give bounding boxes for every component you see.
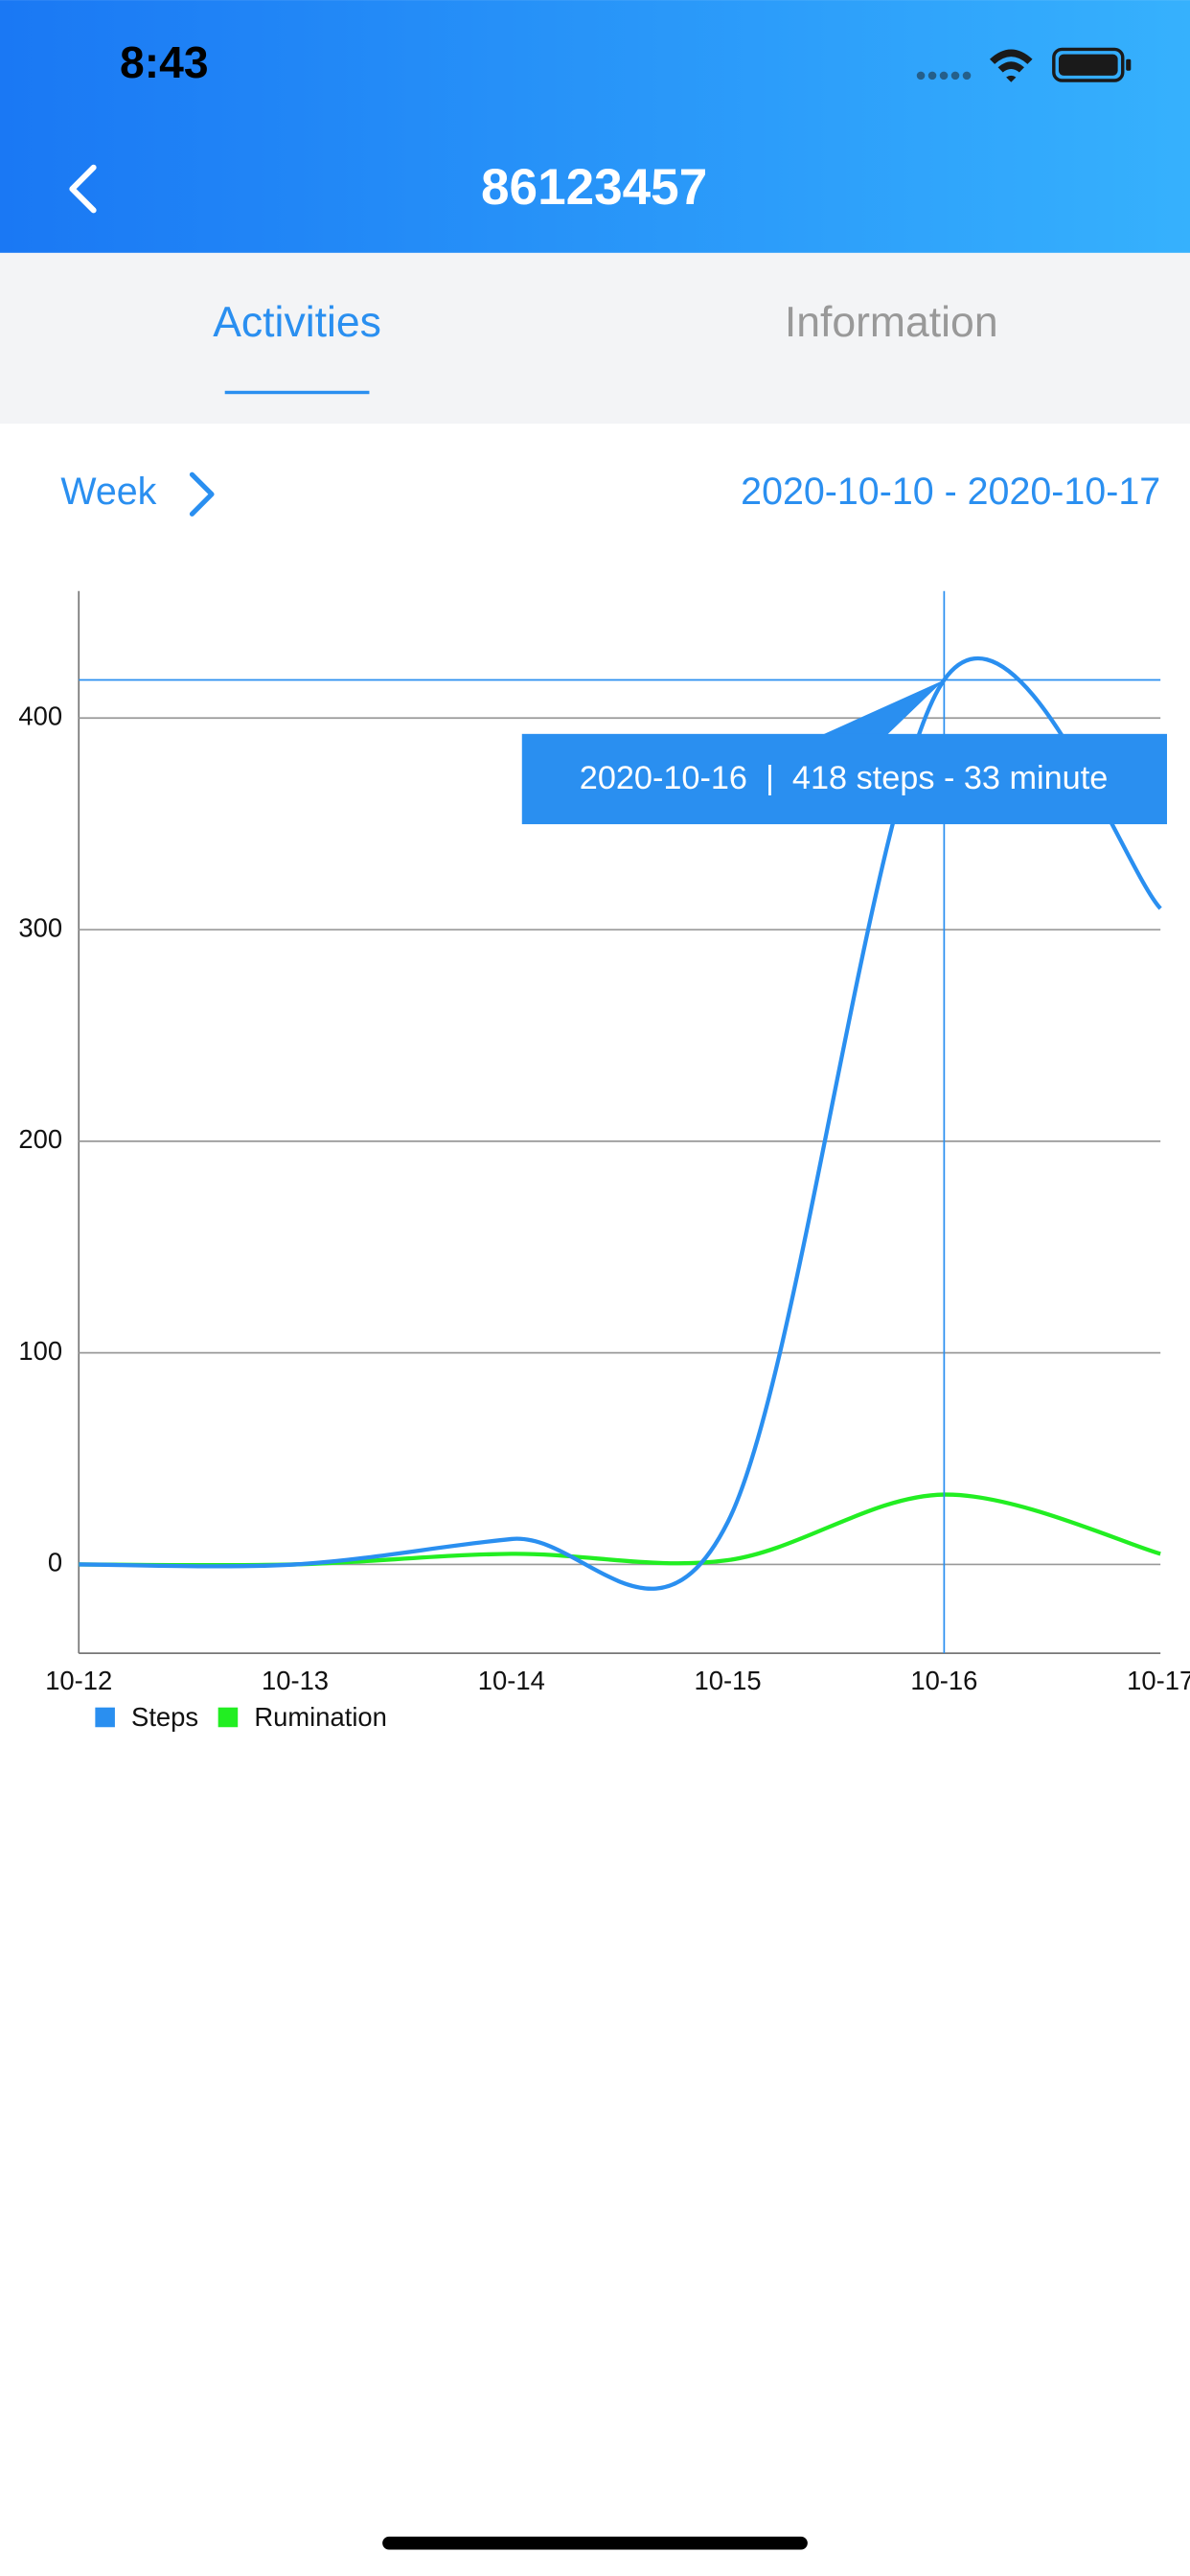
x-tick-label: 10-12: [45, 1666, 112, 1695]
tab-indicator: [224, 390, 370, 395]
tooltip-text: 2020-10-16 | 418 steps - 33 minute: [580, 760, 1109, 796]
status-time: 8:43: [120, 37, 209, 87]
tab-bar: [0, 252, 1190, 425]
legend-swatch: [217, 1707, 239, 1728]
period-selector[interactable]: Week: [60, 471, 156, 513]
y-tick-label: 0: [48, 1548, 62, 1577]
y-tick-label: 400: [18, 701, 62, 730]
x-tick-label: 10-17: [1127, 1666, 1190, 1695]
tab[interactable]: Information: [785, 299, 998, 346]
y-tick-label: 100: [18, 1336, 62, 1366]
period-arrow[interactable]: [189, 472, 215, 517]
y-tick-label: 200: [18, 1124, 62, 1154]
tab[interactable]: Activities: [213, 299, 381, 346]
x-tick-label: 10-14: [478, 1666, 545, 1695]
chart: 0 100 200 300 400 10-12 10-13 10-14 10-15 10-16 10…: [18, 590, 1190, 1732]
series-line: [79, 1492, 1161, 1568]
y-tick-label: 300: [18, 912, 62, 942]
x-tick-label: 10-15: [695, 1666, 762, 1695]
home-indicator: [382, 2536, 808, 2550]
x-tick-label: 10-13: [262, 1666, 329, 1695]
x-tick-label: 10-16: [910, 1666, 977, 1695]
legend-label: Steps: [131, 1702, 198, 1732]
back-button[interactable]: [69, 164, 97, 214]
tooltip: [521, 733, 1168, 825]
legend-swatch: [95, 1707, 115, 1728]
header-title: 86123457: [481, 159, 707, 216]
tooltip-pointer: [820, 679, 945, 736]
date-range[interactable]: 2020-10-10 - 2020-10-17: [741, 471, 1160, 513]
status-icons: [916, 47, 1132, 82]
plot-area: [79, 656, 1162, 1591]
series-line: [79, 656, 1162, 1591]
header-bar: [0, 0, 1190, 253]
legend-label: Rumination: [254, 1702, 387, 1732]
